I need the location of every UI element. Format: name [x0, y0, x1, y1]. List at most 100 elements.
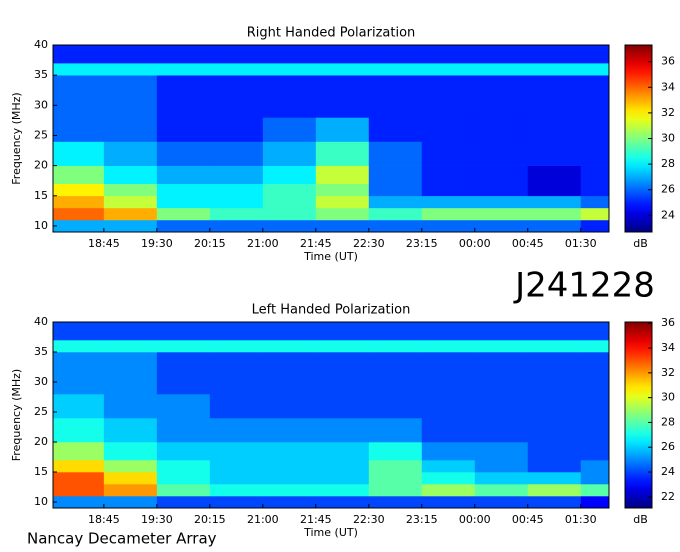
heat-cell	[53, 484, 105, 497]
heat-cell	[103, 219, 158, 233]
heat-cell	[53, 442, 105, 461]
heat-cell	[474, 352, 529, 395]
heat-cell	[315, 195, 370, 209]
heat-cell	[209, 195, 264, 209]
heat-cell	[209, 45, 264, 64]
heat-cell	[368, 165, 423, 185]
heat-cell	[527, 141, 582, 166]
heat-cell	[156, 117, 211, 142]
x-tick-label: 00:45	[512, 237, 544, 250]
heat-cell	[527, 340, 582, 353]
heat-cell	[368, 340, 423, 353]
heat-cell	[53, 460, 105, 473]
heat-cell	[262, 117, 317, 142]
heat-cell	[527, 183, 582, 197]
heat-cell	[474, 183, 529, 197]
colorbar	[624, 321, 653, 509]
heat-cell	[580, 394, 610, 419]
heat-cell	[368, 352, 423, 395]
heat-cell	[315, 45, 370, 64]
heat-cell	[421, 352, 476, 395]
heat-cell	[209, 394, 264, 419]
x-tick-label: 00:00	[459, 237, 491, 250]
colorbar-label: dB	[633, 237, 648, 250]
heat-cell	[53, 75, 105, 118]
colorbar-tick-label: 24	[661, 465, 675, 478]
heat-cell	[103, 472, 158, 485]
heat-cell	[209, 165, 264, 185]
colorbar-tick-label: 34	[661, 341, 675, 354]
heat-cell	[421, 45, 476, 64]
heat-cell	[421, 207, 476, 221]
heat-cell	[53, 496, 105, 509]
heat-cell	[156, 418, 211, 443]
heat-cell	[209, 207, 264, 221]
x-axis-label: Time (UT)	[303, 250, 358, 263]
heat-cell	[527, 63, 582, 76]
heat-cell	[156, 75, 211, 118]
heat-cell	[315, 340, 370, 353]
heat-cell	[474, 219, 529, 233]
y-tick-label: 25	[34, 405, 48, 418]
colorbar-tick-label: 30	[661, 391, 675, 404]
heat-cell	[580, 207, 610, 221]
heat-cell	[103, 63, 158, 76]
heat-cell	[262, 219, 317, 233]
heat-cell	[315, 75, 370, 118]
heat-cell	[103, 207, 158, 221]
y-axis-label: Frequency (MHz)	[10, 369, 23, 461]
heat-cell	[421, 418, 476, 443]
heat-cell	[262, 472, 317, 485]
heat-cell	[262, 165, 317, 185]
heat-cell	[368, 394, 423, 419]
heat-cell	[315, 352, 370, 395]
y-tick-label: 10	[34, 495, 48, 508]
colorbar-tick-label: 30	[661, 132, 675, 145]
heat-cell	[421, 340, 476, 353]
heat-cell	[262, 322, 317, 341]
heat-cell	[580, 352, 610, 395]
heat-cell	[209, 141, 264, 166]
heat-cell	[368, 207, 423, 221]
heat-cell	[474, 472, 529, 485]
heat-cell	[474, 442, 529, 461]
y-tick-label: 20	[34, 159, 48, 172]
heat-cell	[262, 75, 317, 118]
heat-cell	[156, 496, 211, 509]
colorbar-tick-label: 26	[661, 183, 675, 196]
heat-cell	[368, 460, 423, 473]
heat-cell	[580, 117, 610, 142]
heat-cell	[156, 394, 211, 419]
y-tick-label: 25	[34, 128, 48, 141]
heat-cell	[103, 45, 158, 64]
heat-cell	[421, 165, 476, 185]
heat-cell	[53, 418, 105, 443]
heat-cell	[421, 460, 476, 473]
heat-cell	[156, 183, 211, 197]
heat-cell	[368, 472, 423, 485]
x-tick-label: 21:45	[300, 513, 332, 526]
heat-cell	[368, 63, 423, 76]
colorbar-tick-label: 36	[661, 316, 675, 329]
heat-cell	[421, 141, 476, 166]
heat-cell	[580, 496, 610, 509]
x-tick-label: 22:30	[353, 513, 385, 526]
y-tick-label: 15	[34, 465, 48, 478]
heat-cell	[474, 484, 529, 497]
heat-cell	[474, 460, 529, 473]
heat-cell	[262, 207, 317, 221]
heat-cell	[156, 352, 211, 395]
colorbar-tick-label: 24	[661, 208, 675, 221]
heat-cell	[103, 141, 158, 166]
heat-cell	[103, 442, 158, 461]
heat-cell	[527, 394, 582, 419]
colorbar-tick-label: 28	[661, 157, 675, 170]
heat-cell	[315, 207, 370, 221]
x-tick-label: 00:00	[459, 513, 491, 526]
heat-cell	[474, 141, 529, 166]
heat-cell	[262, 394, 317, 419]
heat-cell	[103, 322, 158, 341]
heat-cell	[527, 472, 582, 485]
heat-cell	[53, 63, 105, 76]
